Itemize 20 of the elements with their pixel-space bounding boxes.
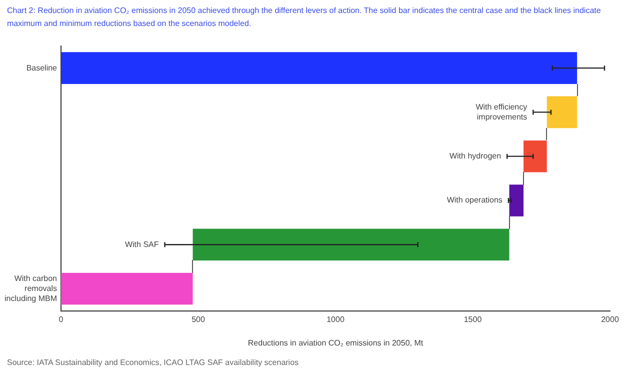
x-tick-label: 1500 bbox=[464, 314, 482, 324]
x-axis-title: Reductions in aviation CO₂ emissions in 2050, Mt bbox=[248, 338, 424, 348]
y-tick-label: Baseline bbox=[26, 63, 58, 72]
y-tick-label: With operations bbox=[446, 196, 502, 205]
bar bbox=[61, 272, 193, 305]
bar bbox=[61, 52, 578, 84]
bar bbox=[192, 228, 510, 260]
chart-title: Chart 2: Reduction in aviation CO₂ emissions in 2050 achieved through the different levers of action. The solid bar indicates the central case and the black lines indicate maximum and minimum reductions based on the scenarios modeled. bbox=[7, 5, 602, 30]
x-tick-label: 2000 bbox=[601, 314, 620, 324]
x-tick-label: 0 bbox=[58, 314, 64, 324]
y-tick-label: With SAF bbox=[124, 240, 159, 249]
bar bbox=[509, 184, 524, 216]
source-note: Source: IATA Sustainability and Economics, ICAO LTAG SAF availability scenarios bbox=[7, 358, 299, 367]
bar bbox=[524, 140, 547, 172]
y-tick-label: With hydrogen bbox=[449, 152, 502, 161]
y-tick-label: With carbon removals including MBM bbox=[4, 274, 58, 303]
x-tick-label: 500 bbox=[192, 314, 206, 324]
bar bbox=[546, 96, 578, 128]
x-tick-label: 1000 bbox=[326, 314, 345, 324]
y-tick-label: With efficiency improvements bbox=[476, 102, 528, 122]
